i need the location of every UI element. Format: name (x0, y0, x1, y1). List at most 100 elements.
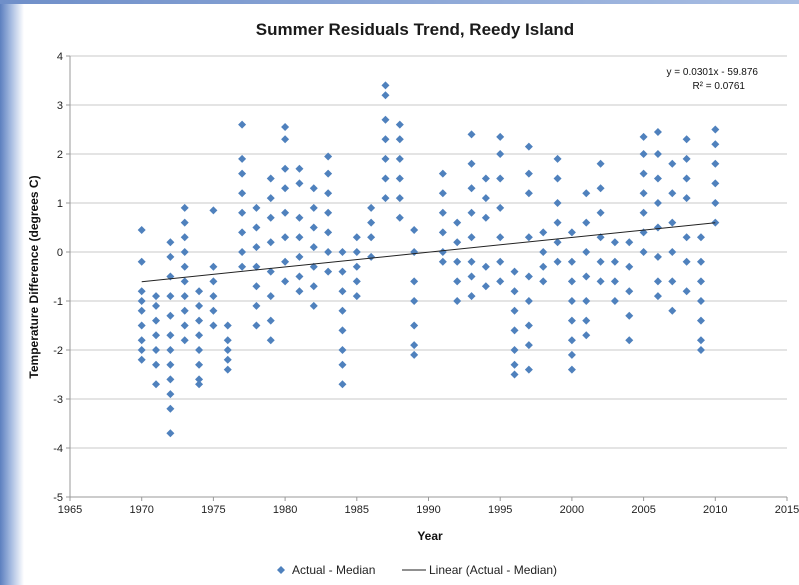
data-point (524, 365, 533, 374)
data-point (195, 346, 204, 354)
x-tick-label: 1975 (201, 504, 225, 516)
data-point (338, 287, 347, 296)
data-point (625, 336, 634, 345)
data-point (653, 252, 662, 261)
y-tick-label: -3 (53, 394, 63, 406)
y-tick-label: 4 (57, 51, 63, 63)
data-point (711, 199, 720, 207)
data-point (309, 301, 318, 310)
data-point (180, 277, 189, 286)
legend-label-actual: Actual - Median (292, 563, 375, 577)
data-point (696, 336, 705, 345)
data-point (596, 208, 605, 217)
data-point (309, 282, 318, 291)
data-point (137, 257, 146, 266)
data-point (266, 292, 275, 301)
data-point (266, 267, 275, 276)
data-point (567, 365, 576, 374)
y-tick-label: -2 (53, 345, 63, 357)
data-point (467, 130, 476, 139)
data-point (696, 257, 705, 266)
data-point (596, 184, 605, 193)
legend: Actual - Median Linear (Actual - Median) (277, 563, 557, 577)
data-point (639, 150, 648, 158)
y-axis-ticks: 4 3 2 1 0 -1 -2 -3 -4 -5 (53, 51, 70, 504)
data-point (152, 292, 161, 301)
data-point (639, 169, 648, 178)
data-point (180, 292, 189, 301)
data-point (696, 346, 705, 354)
data-point (338, 360, 347, 369)
data-point (410, 321, 419, 330)
data-point (668, 306, 677, 315)
data-point (653, 127, 662, 136)
data-point (410, 277, 419, 286)
data-point (567, 277, 576, 286)
data-point (223, 346, 232, 354)
data-point (137, 346, 146, 354)
data-point (711, 125, 720, 134)
data-point (166, 252, 175, 261)
x-tick-label: 2005 (631, 504, 655, 516)
data-point (438, 208, 447, 217)
data-point (180, 336, 189, 345)
data-point (367, 233, 376, 242)
data-point (281, 277, 290, 286)
data-point (610, 297, 619, 305)
data-point (510, 287, 519, 296)
data-point (696, 297, 705, 305)
data-point (152, 331, 161, 340)
data-point (381, 81, 390, 90)
data-point (309, 203, 318, 212)
data-point (195, 287, 204, 296)
data-point (209, 306, 218, 315)
data-point (539, 248, 548, 256)
data-point (524, 169, 533, 178)
data-point (582, 272, 591, 281)
data-point (166, 390, 175, 399)
data-point (524, 297, 533, 305)
data-point (137, 321, 146, 330)
data-point (295, 213, 304, 222)
x-axis-ticks: 1965 1970 1975 1980 1985 1990 1995 2000 2005 2010… (58, 497, 799, 516)
data-point (166, 311, 175, 320)
data-point (295, 233, 304, 242)
data-point (668, 189, 677, 198)
data-point (496, 174, 505, 183)
data-point (209, 206, 218, 215)
data-point (582, 316, 591, 325)
data-point (496, 203, 505, 212)
data-point (711, 218, 720, 227)
data-point (711, 140, 720, 149)
data-point (539, 277, 548, 286)
data-point (395, 174, 404, 183)
data-point (152, 316, 161, 325)
data-point (682, 233, 691, 242)
data-point (553, 154, 562, 163)
data-point (453, 297, 462, 305)
data-point (567, 257, 576, 266)
data-point (524, 272, 533, 281)
data-point (438, 169, 447, 178)
y-tick-label: 3 (57, 100, 63, 112)
data-point (338, 380, 347, 389)
legend-diamond-marker (277, 566, 285, 574)
data-point (295, 164, 304, 173)
data-point (567, 228, 576, 237)
data-point (238, 228, 247, 237)
data-point (309, 223, 318, 232)
y-tick-label: 0 (57, 247, 63, 259)
data-point (295, 287, 304, 296)
data-point (467, 233, 476, 242)
data-point (266, 238, 275, 247)
data-point (696, 233, 705, 242)
data-point (481, 174, 490, 183)
data-point (668, 248, 677, 256)
data-point (252, 321, 261, 330)
data-point (166, 331, 175, 340)
data-point (367, 203, 376, 212)
data-point (438, 189, 447, 198)
data-point (281, 164, 290, 173)
data-point (266, 174, 275, 183)
data-point (653, 199, 662, 207)
